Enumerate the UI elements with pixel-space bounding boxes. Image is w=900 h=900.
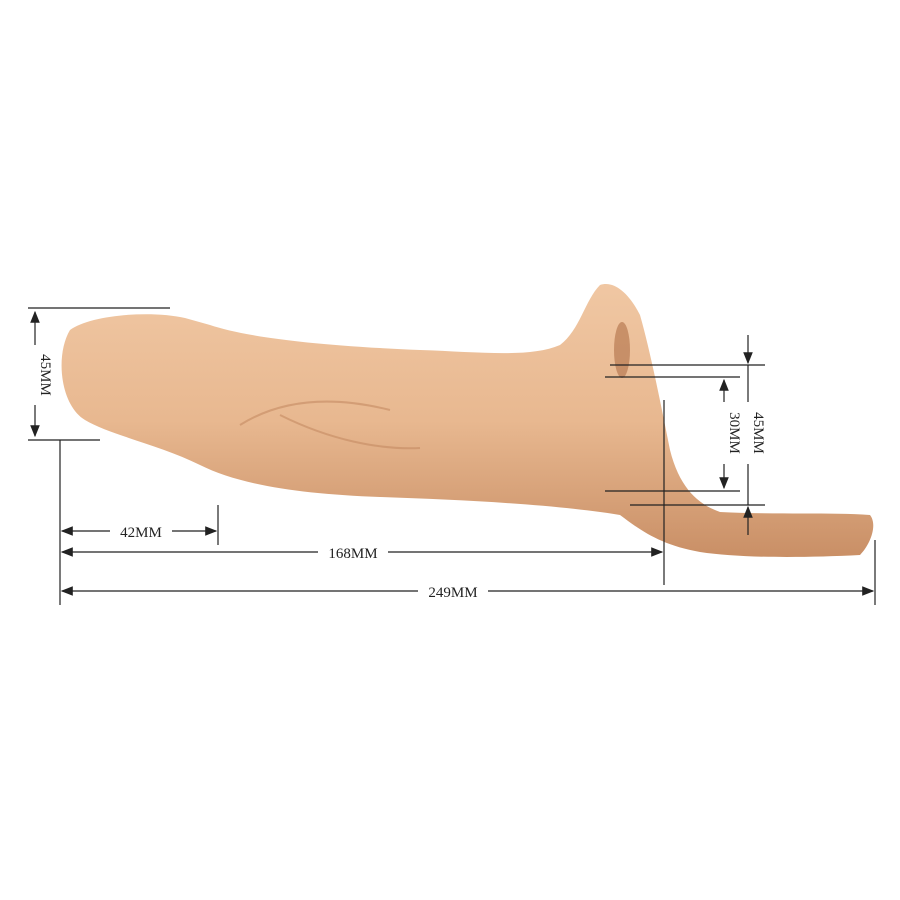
dimension-opening-diameter: 30MM [605,376,742,492]
ring-diameter-label: 45MM [750,412,766,454]
dimension-total-length: 249MM [60,582,875,601]
total-length-label: 249MM [428,585,477,601]
dimension-ring-diameter: 45MM [610,335,766,535]
dimension-head-length: 42MM [60,522,218,541]
head-diameter-label: 45MM [37,354,53,396]
dimension-insertable-length: 168MM [60,543,664,562]
opening-diameter-label: 30MM [726,412,742,454]
product-shape [61,284,874,557]
insertable-length-label: 168MM [328,546,377,562]
head-length-label: 42MM [120,525,162,541]
dimension-head-diameter: 45MM [27,307,170,441]
